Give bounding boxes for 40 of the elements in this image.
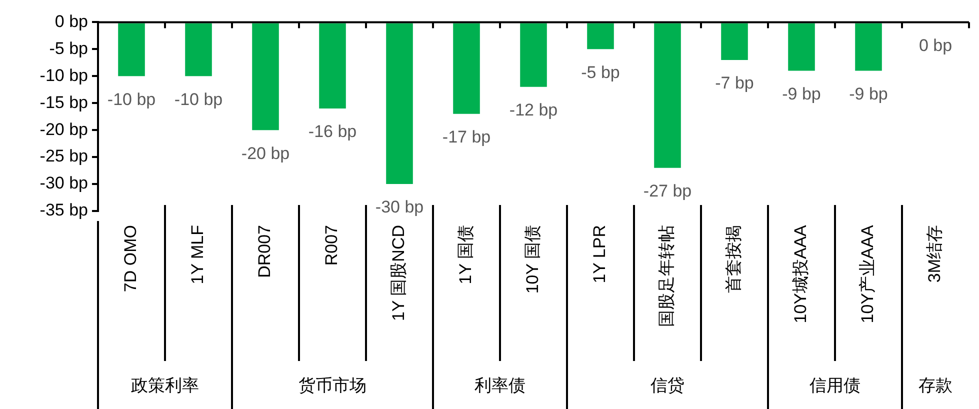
data-label: -10 bp [107, 90, 156, 109]
x-tick-label: 1Y LPR [590, 225, 610, 284]
data-label: -9 bp [782, 84, 821, 104]
data-label: -12 bp [509, 100, 558, 120]
data-label: -9 bp [849, 84, 888, 104]
text: 货币市场 [298, 374, 368, 396]
x-tick-label: 10Y城投AAA [791, 224, 810, 324]
y-tick-label: -25 bp [40, 146, 88, 166]
y-tick-label: -10 bp [40, 66, 88, 85]
y-tick-label: -35 bp [40, 200, 88, 220]
y-tick-label: -20 bp [40, 120, 88, 139]
x-tick-label: 1Y MLF [188, 225, 208, 284]
data-label: -16 bp [308, 122, 357, 142]
text: 信用债 [808, 374, 862, 396]
x-tick-label: 1Y 国债 [456, 225, 476, 284]
x-tick-label: 3M结存 [925, 225, 944, 283]
x-tick-label: 首套按揭 [724, 225, 744, 293]
y-tick-label: -30 bp [40, 174, 88, 193]
x-tick-label: 国股足年转帖 [657, 225, 676, 327]
y-tick-label: -15 bp [40, 92, 88, 112]
x-tick-label: R007 [322, 225, 342, 266]
y-tick-label: -5 bp [49, 38, 88, 58]
text: 利率债 [474, 374, 526, 396]
x-tick-label: 1Y 国股NCD [389, 225, 408, 322]
data-label: 0 bp [918, 36, 952, 55]
data-label: -30 bp [375, 198, 424, 217]
data-label: -10 bp [174, 90, 223, 109]
text: 存款 [918, 374, 954, 396]
data-label: -5 bp [581, 62, 620, 82]
y-tick-label: 0 bp [54, 12, 88, 31]
data-label: -27 bp [643, 182, 692, 201]
x-tick-label: DR007 [255, 225, 274, 278]
x-tick-label: 10Y产业AAA [858, 224, 878, 324]
data-label: -7 bp [715, 74, 754, 93]
text: 信贷 [650, 374, 686, 396]
data-label: -17 bp [442, 128, 491, 147]
x-tick-label: 7D OMO [121, 225, 140, 292]
x-tick-label: 10Y 国债 [523, 225, 542, 294]
text: 政策利率 [130, 374, 200, 396]
data-label: -20 bp [241, 144, 290, 163]
